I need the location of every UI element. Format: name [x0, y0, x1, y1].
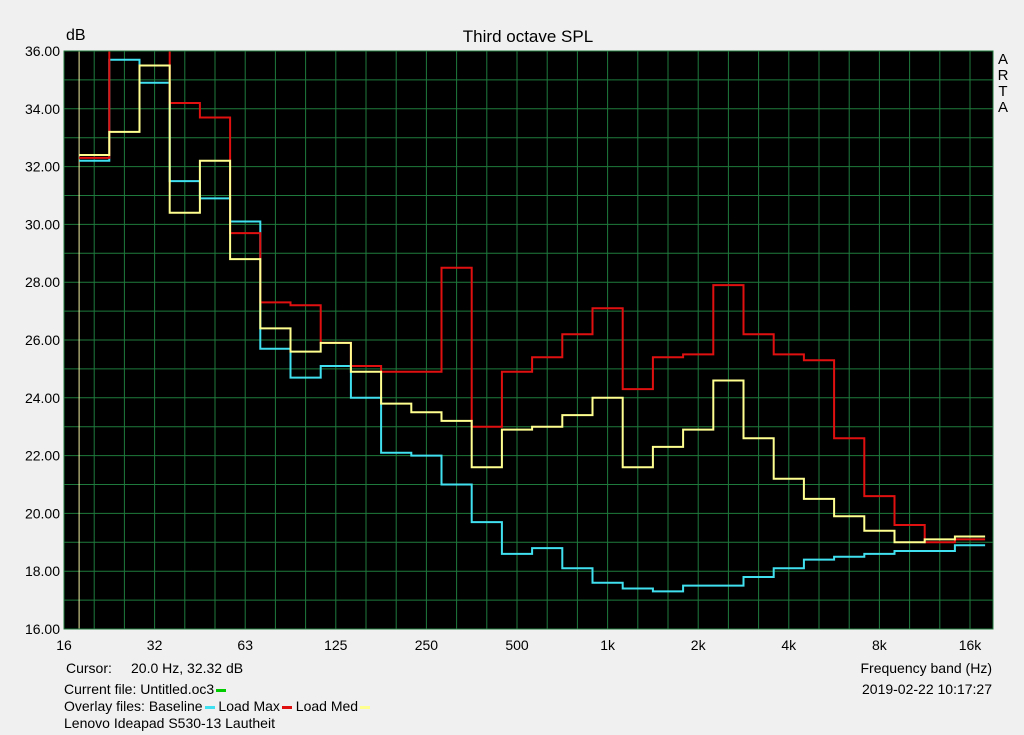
y-axis-label: dB [66, 27, 86, 44]
side-letter: R [997, 67, 1009, 84]
y-tick-label: 28.00 [25, 274, 60, 290]
x-axis-label: Frequency band (Hz) [860, 660, 992, 676]
y-tick-label: 16.00 [25, 621, 60, 637]
x-tick-label: 16k [959, 637, 983, 653]
current-file-row: Current file: Untitled.oc3 [64, 681, 227, 697]
x-tick-label: 16 [56, 637, 72, 653]
y-tick-labels: 16.00 18.00 20.00 22.00 24.00 26.00 28.00 30.00… [25, 43, 60, 637]
x-tick-label: 1k [600, 637, 616, 653]
y-tick-label: 22.00 [25, 448, 60, 464]
x-tick-label: 4k [781, 637, 797, 653]
y-tick-label: 30.00 [25, 216, 60, 232]
overlay-file-swatch [360, 705, 371, 709]
y-tick-label: 36.00 [25, 43, 60, 59]
series-load-max [79, 51, 986, 544]
x-tick-label: 2k [691, 637, 707, 653]
series-load-med [79, 64, 986, 544]
overlay-files-label: Overlay files: [64, 698, 145, 714]
y-tick-label: 26.00 [25, 332, 60, 348]
x-tick-label: 250 [415, 637, 439, 653]
description: Lenovo Ideapad S530-13 Lautheit [64, 715, 275, 731]
y-tick-label: 24.00 [25, 390, 60, 406]
current-file-label: Current file: [64, 681, 137, 697]
side-letter: A [997, 51, 1008, 68]
side-letter: A [997, 99, 1008, 116]
side-letter: T [998, 83, 1008, 100]
current-file-swatch [216, 688, 227, 692]
y-tick-label: 18.00 [25, 563, 60, 579]
chart-title: Third octave SPL [462, 27, 594, 46]
x-tick-label: 500 [505, 637, 529, 653]
overlay-file-swatch [204, 705, 215, 709]
overlay-file-name: Load Med [291, 698, 359, 714]
series-lines [79, 51, 986, 593]
y-tick-label: 32.00 [25, 159, 60, 175]
cursor-label: Cursor: [66, 660, 112, 676]
x-tick-label: 8k [872, 637, 888, 653]
overlay-files-row: Overlay files: Baseline Load Max Load Me… [64, 698, 371, 714]
overlay-file-name: Baseline [148, 698, 203, 714]
x-tick-label: 32 [147, 637, 163, 653]
y-tick-label: 20.00 [25, 505, 60, 521]
overlay-file-swatch [281, 705, 292, 709]
plot-border [63, 50, 994, 630]
current-file-name: Untitled.oc3 [140, 681, 215, 697]
timestamp: 2019-02-22 10:17:27 [862, 681, 992, 697]
grid [64, 51, 993, 629]
overlay-file-name: Load Max [214, 698, 280, 714]
x-tick-label: 63 [237, 637, 253, 653]
x-tick-labels: 16 32 63 125 250 500 1k 2k 4k 8k 16k [56, 637, 982, 653]
cursor-readout: 20.0 Hz, 32.32 dB [131, 660, 244, 676]
y-tick-label: 34.00 [25, 101, 60, 117]
x-tick-label: 125 [324, 637, 348, 653]
